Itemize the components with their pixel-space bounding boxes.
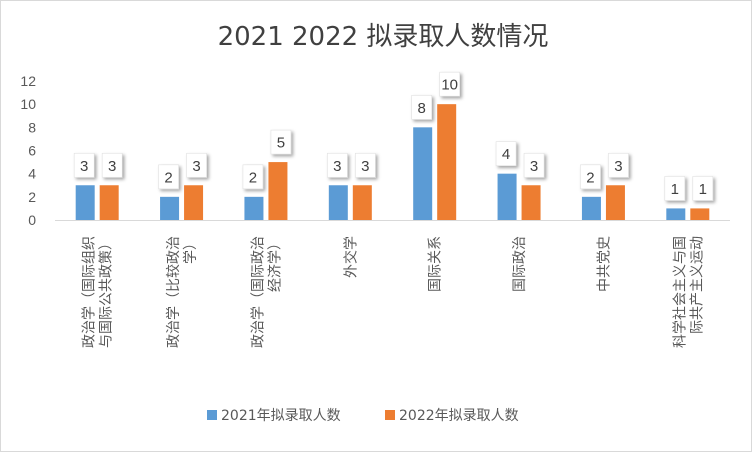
bar-2021	[581, 196, 601, 220]
category-label: 外交学	[342, 236, 359, 278]
bar-2022	[690, 208, 710, 220]
legend-label: 2022年拟录取人数	[399, 408, 519, 424]
legend-label: 2021年拟录取人数	[221, 408, 341, 424]
y-tick-label: 0	[28, 212, 36, 228]
data-label: 4	[495, 141, 517, 166]
data-label: 2	[242, 164, 264, 190]
legend-item: 2022年拟录取人数	[385, 408, 519, 424]
legend-item: 2021年拟录取人数	[207, 408, 341, 424]
data-label: 1	[664, 176, 686, 201]
data-label-value: 4	[502, 146, 510, 163]
data-label: 2	[158, 164, 179, 190]
data-label: 2	[580, 164, 601, 190]
data-label-value: 10	[441, 77, 458, 94]
data-label-box	[608, 152, 629, 178]
bar-2022	[268, 162, 288, 220]
data-label-value: 2	[249, 169, 257, 186]
category-label: 政治学（国际政治	[250, 236, 266, 348]
data-label: 3	[186, 152, 207, 178]
y-tick-label: 4	[28, 166, 36, 182]
data-label-value: 1	[671, 181, 679, 198]
data-labels: 3 3 2 3 2 5 3 3 8 10 4 3 2 3 1 1	[73, 71, 714, 201]
category-label: 际共产主义运动	[689, 236, 705, 334]
data-label-box	[355, 152, 376, 178]
category-label: 中共党史	[596, 236, 612, 292]
data-label: 3	[608, 152, 629, 178]
legend: 2021年拟录取人数 2022年拟录取人数	[207, 408, 519, 424]
data-label: 3	[523, 152, 545, 178]
bar-2021	[75, 185, 95, 220]
bar-2021	[413, 127, 433, 220]
data-label-value: 3	[108, 158, 116, 175]
data-label-box	[327, 152, 348, 178]
y-tick-label: 2	[28, 189, 36, 205]
data-label-box	[495, 141, 517, 166]
data-label-box	[664, 176, 686, 201]
y-tick-label: 6	[28, 143, 36, 159]
bar-2022	[521, 185, 541, 220]
data-label-value: 3	[530, 158, 538, 175]
bars	[75, 104, 710, 220]
data-label-box	[270, 129, 292, 155]
data-label-value: 2	[164, 169, 172, 186]
data-label-box	[242, 164, 264, 190]
data-label: 3	[73, 152, 95, 178]
data-label: 3	[101, 152, 123, 178]
category-label: 国际政治	[512, 236, 528, 292]
legend-swatch	[385, 410, 395, 420]
data-label-box	[411, 95, 432, 120]
bar-2021	[666, 208, 686, 220]
data-label-box	[692, 176, 714, 201]
data-label: 8	[411, 95, 432, 120]
bar-2022	[437, 104, 457, 220]
category-label: 学）	[183, 236, 199, 264]
data-label-box	[439, 71, 460, 97]
bar-2021	[244, 196, 264, 220]
bar-2022	[605, 185, 625, 220]
category-label: 政治学（国际组织	[82, 236, 98, 348]
data-label-box	[101, 152, 123, 178]
y-tick-label: 8	[28, 119, 36, 135]
bar-2021	[160, 196, 180, 220]
data-label-value: 8	[418, 100, 426, 117]
data-label-value: 3	[80, 158, 88, 175]
bar-2021	[328, 185, 348, 220]
data-label-value: 5	[277, 135, 285, 152]
data-label: 3	[327, 152, 348, 178]
y-tick-label: 12	[20, 73, 36, 89]
data-label: 1	[692, 176, 714, 201]
category-label: 国际关系	[428, 236, 444, 292]
bar-2021	[497, 173, 517, 220]
bar-2022	[99, 185, 119, 220]
chart-title: 2021 2022 拟录取人数情况	[218, 22, 549, 52]
legend-swatch	[207, 410, 217, 420]
data-label-box	[186, 152, 207, 178]
data-label-value: 2	[586, 169, 594, 186]
data-label: 5	[270, 129, 292, 155]
data-label-value: 3	[361, 158, 369, 175]
data-label-box	[73, 152, 95, 178]
bar-2022	[184, 185, 204, 220]
y-tick-label: 10	[20, 96, 36, 112]
data-label-value: 3	[333, 158, 341, 175]
category-label: 科学社会主义与国	[672, 236, 688, 348]
data-label-value: 3	[192, 158, 200, 175]
data-label-box	[580, 164, 601, 190]
data-label-value: 1	[699, 181, 707, 198]
data-label: 3	[355, 152, 376, 178]
data-label: 10	[439, 71, 460, 97]
category-label: 经济学）	[267, 236, 283, 292]
category-labels: 政治学（国际组织 与国际公共政策） 政治学（比较政治 学） 政治学（国际政治 经济学） 外交…	[82, 236, 706, 348]
category-label: 与国际公共政策）	[98, 236, 115, 348]
data-label-value: 3	[614, 158, 622, 175]
category-label: 政治学（比较政治	[166, 236, 182, 348]
data-label-box	[158, 164, 179, 190]
data-label-box	[523, 152, 545, 178]
bar-2022	[352, 185, 372, 220]
